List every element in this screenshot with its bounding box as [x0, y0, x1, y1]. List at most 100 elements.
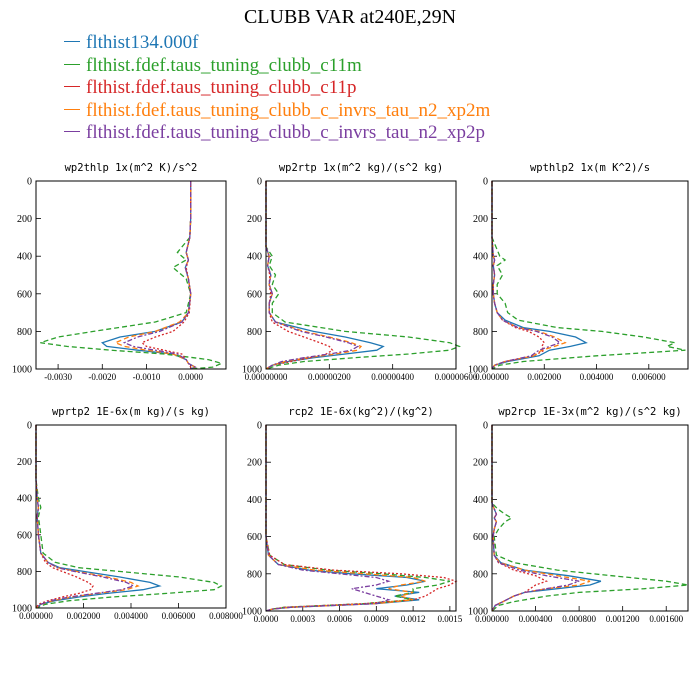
x-tick-label: 0.00000000 — [245, 372, 288, 382]
y-tick-label: 200 — [473, 458, 488, 469]
x-tick-label: 0.0015 — [437, 614, 462, 624]
series-line — [122, 181, 197, 370]
legend-swatch — [64, 86, 80, 88]
x-tick-label: 0.00000400 — [371, 372, 414, 382]
legend-label: flthist134.000f — [86, 32, 199, 53]
y-tick-label: 800 — [473, 569, 488, 580]
y-tick-label: 400 — [17, 252, 32, 263]
x-tick-label: 0.001600 — [649, 614, 683, 624]
x-tick-label: 0.000400 — [519, 614, 553, 624]
legend-item: flthist.fdef.taus_tuning_clubb_c_invrs_t… — [64, 100, 490, 123]
plot-frame — [35, 180, 227, 370]
y-tick-label: 400 — [247, 495, 262, 506]
chart-panel: wprtp2 1E-6x(m kg)/(s kg) 0 200 400 600 800 10… — [12, 406, 243, 621]
y-tick-label: 600 — [473, 532, 488, 543]
x-tick-label: 0.006000 — [632, 372, 666, 382]
x-tick-label: 0.000000 — [19, 611, 53, 621]
legend-label: flthist.fdef.taus_tuning_clubb_c11m — [86, 54, 362, 76]
series-line — [265, 181, 385, 370]
y-tick-label: 600 — [17, 289, 32, 300]
x-tick-label: 0.0012 — [401, 614, 426, 624]
legend: flthist134.000f flthist.fdef.taus_tuning… — [64, 32, 490, 145]
x-tick-label: 0.000000 — [475, 614, 509, 624]
y-tick-label: 400 — [473, 495, 488, 506]
panel-title: rcp2 1E-6x(kg^2)/(kg^2) — [288, 406, 433, 418]
y-tick-label: 200 — [17, 214, 32, 225]
panel-title: wp2rcp 1E-3x(m^2 kg)/(s^2 kg) — [498, 406, 681, 418]
y-tick-label: 0 — [27, 177, 32, 188]
figure-title: CLUBB VAR at240E,29N — [243, 6, 457, 28]
plot-frame — [265, 424, 457, 612]
chart-panel: wp2thlp 1x(m^2 K)/s^2 0 200 400 600 800 1000 -0… — [12, 162, 227, 382]
series-line — [265, 425, 426, 612]
x-tick-label: -0.0030 — [44, 372, 72, 382]
y-tick-label: 1000 — [468, 607, 488, 618]
x-tick-label: 0.004000 — [114, 611, 148, 621]
legend-swatch — [64, 41, 80, 43]
plot-frame — [265, 180, 457, 370]
x-tick-label: 0.004000 — [580, 372, 614, 382]
series-line — [491, 181, 562, 370]
y-tick-label: 200 — [247, 458, 262, 469]
plot-frame — [35, 424, 227, 609]
legend-item: flthist134.000f — [64, 32, 490, 55]
series-line — [265, 425, 458, 612]
panel-title: wp2rtp 1x(m^2 kg)/(s^2 kg) — [279, 162, 443, 174]
x-tick-label: -0.0020 — [88, 372, 116, 382]
x-tick-label: 0.0003 — [290, 614, 315, 624]
series-line — [35, 425, 140, 609]
y-tick-label: 1000 — [12, 365, 32, 376]
series-line — [491, 181, 686, 370]
y-tick-label: 400 — [17, 494, 32, 505]
legend-item: flthist.fdef.taus_tuning_clubb_c11p — [64, 77, 490, 100]
series-line — [40, 181, 224, 370]
series-line — [491, 425, 591, 612]
series-line — [265, 425, 426, 612]
series-line — [265, 181, 360, 370]
x-tick-label: -0.0010 — [133, 372, 161, 382]
series-line — [265, 425, 451, 612]
series-line — [140, 181, 192, 369]
x-tick-label: 0.002000 — [527, 372, 561, 382]
x-tick-label: 0.001200 — [606, 614, 640, 624]
y-tick-label: 200 — [473, 214, 488, 225]
chart-panel: rcp2 1E-6x(kg^2)/(kg^2) 0 200 400 600 800 1000… — [242, 406, 463, 624]
x-tick-label: 0.006000 — [162, 611, 196, 621]
legend-label: flthist.fdef.taus_tuning_clubb_c_invrs_t… — [86, 122, 485, 143]
series-line — [491, 181, 567, 370]
series-line — [35, 425, 136, 609]
x-tick-label: 0.00000600 — [435, 372, 478, 382]
y-tick-label: 800 — [17, 567, 32, 578]
y-tick-label: 1000 — [242, 607, 262, 618]
y-tick-label: 200 — [247, 214, 262, 225]
series-line — [265, 425, 391, 612]
y-tick-label: 400 — [247, 252, 262, 263]
x-tick-label: 0.000000 — [475, 372, 509, 382]
chart-panel: wp2rtp 1x(m^2 kg)/(s^2 kg) 0 200 400 600 800 1… — [242, 162, 478, 382]
x-tick-label: 0.0000 — [254, 614, 279, 624]
y-tick-label: 1000 — [468, 365, 488, 376]
x-tick-label: 0.0006 — [327, 614, 352, 624]
panel-title: wpthlp2 1x(m K^2)/s — [530, 162, 650, 174]
legend-swatch — [64, 63, 80, 65]
legend-item: flthist.fdef.taus_tuning_clubb_c11m — [64, 55, 490, 78]
y-tick-label: 600 — [473, 289, 488, 300]
y-tick-label: 600 — [17, 530, 32, 541]
legend-swatch — [64, 108, 80, 110]
y-tick-label: 0 — [483, 177, 488, 188]
legend-label: flthist.fdef.taus_tuning_clubb_c_invrs_t… — [86, 99, 491, 121]
chart-panel: wpthlp2 1x(m K^2)/s020040060080010000.00… — [468, 162, 689, 382]
series-line — [265, 181, 461, 370]
y-tick-label: 600 — [247, 532, 262, 543]
y-tick-label: 0 — [257, 421, 262, 432]
series-line — [35, 425, 223, 609]
y-tick-label: 800 — [247, 569, 262, 580]
y-tick-label: 400 — [473, 252, 488, 263]
legend-swatch — [64, 131, 80, 133]
x-tick-label: 0.008000 — [209, 611, 243, 621]
series-line — [491, 425, 580, 612]
y-tick-label: 1000 — [242, 365, 262, 376]
legend-item: flthist.fdef.taus_tuning_clubb_c_invrs_t… — [64, 122, 490, 145]
legend-label: flthist.fdef.taus_tuning_clubb_c11p — [86, 77, 357, 98]
